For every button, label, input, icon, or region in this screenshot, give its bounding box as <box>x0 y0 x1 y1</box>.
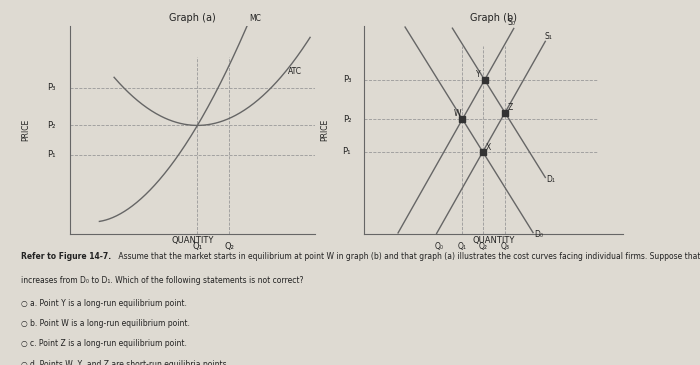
Title: Graph (a): Graph (a) <box>169 14 216 23</box>
Text: Q₁: Q₁ <box>193 242 202 251</box>
Text: increases from D₀ to D₁. Which of the following statements is not correct?: increases from D₀ to D₁. Which of the fo… <box>21 276 304 285</box>
Text: ○ d. Points W, Y, and Z are short-run equilibria points.: ○ d. Points W, Y, and Z are short-run eq… <box>21 360 229 365</box>
X-axis label: QUANTITY: QUANTITY <box>473 237 514 245</box>
Text: Assume that the market starts in equilibrium at point W in graph (b) and that gr: Assume that the market starts in equilib… <box>116 252 700 261</box>
Text: PRICE: PRICE <box>22 119 30 141</box>
Text: Q₃: Q₃ <box>500 242 510 251</box>
Text: MC: MC <box>248 14 260 23</box>
Text: X: X <box>486 143 491 152</box>
Text: Y: Y <box>475 70 480 79</box>
Text: P₃: P₃ <box>47 84 55 92</box>
Text: ○ c. Point Z is a long-run equilibrium point.: ○ c. Point Z is a long-run equilibrium p… <box>21 339 187 349</box>
Text: ○ a. Point Y is a long-run equilibrium point.: ○ a. Point Y is a long-run equilibrium p… <box>21 299 187 308</box>
Text: P₁: P₁ <box>47 150 55 159</box>
Text: Z: Z <box>508 103 513 112</box>
Text: P₃: P₃ <box>343 76 351 84</box>
Text: Refer to Figure 14-7.: Refer to Figure 14-7. <box>21 252 111 261</box>
Text: Q₂: Q₂ <box>478 242 487 251</box>
Text: P₁: P₁ <box>342 147 351 156</box>
Text: P₂: P₂ <box>47 121 55 130</box>
Text: S₀: S₀ <box>508 18 515 27</box>
Title: Graph (b): Graph (b) <box>470 14 517 23</box>
Text: S₁: S₁ <box>544 32 552 41</box>
Text: D₁: D₁ <box>547 174 556 184</box>
Text: P₂: P₂ <box>343 115 351 124</box>
Text: ○ b. Point W is a long-run equilibrium point.: ○ b. Point W is a long-run equilibrium p… <box>21 319 190 328</box>
Text: Q₁: Q₁ <box>458 242 467 251</box>
Text: ATC: ATC <box>288 67 302 76</box>
X-axis label: QUANTITY: QUANTITY <box>172 237 214 245</box>
Text: Q₂: Q₂ <box>224 242 234 251</box>
Text: PRICE: PRICE <box>321 119 330 141</box>
Text: Q₀: Q₀ <box>435 242 444 251</box>
Text: D₀: D₀ <box>534 230 543 239</box>
Text: W: W <box>454 109 461 118</box>
